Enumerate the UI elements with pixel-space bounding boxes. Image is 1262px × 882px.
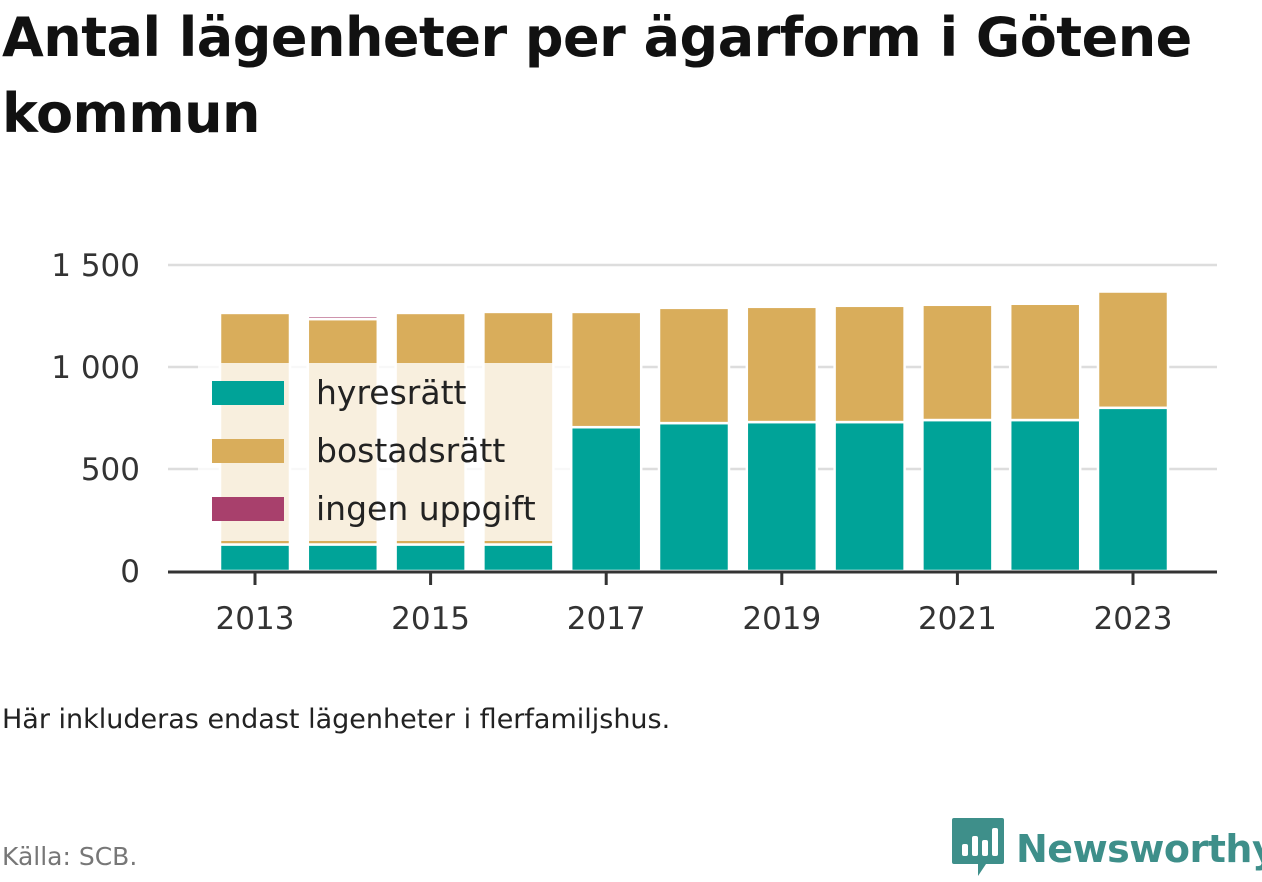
legend: hyresrätt bostadsrätt ingen uppgift	[198, 363, 570, 541]
bar-segment-2018-0	[657, 421, 731, 573]
bar-segment-2019-0	[745, 420, 819, 573]
legend-swatch	[212, 439, 284, 463]
bar-segment-2015-0	[394, 543, 467, 573]
legend-label: bostadsrätt	[316, 431, 505, 470]
x-tick-label: 2021	[918, 601, 997, 637]
x-tick-label: 2017	[567, 601, 646, 637]
source-text: Källa: SCB.	[2, 842, 138, 871]
bar-segment-2023-1	[1096, 290, 1170, 410]
brand-name: Newsworthy	[1016, 827, 1262, 871]
y-axis-tick-labels: 0 500 1 000 1 500	[51, 248, 140, 590]
bar-segment-2020-1	[833, 304, 906, 424]
y-tick-label: 1 500	[51, 248, 140, 284]
newsworthy-brand[interactable]: Newsworthy	[950, 818, 1262, 880]
legend-swatch	[212, 381, 284, 405]
bar-segment-2017-1	[569, 310, 643, 429]
bar-segment-2022-0	[1008, 418, 1082, 573]
bar-segment-2020-0	[833, 420, 906, 573]
bar-segment-2014-0	[306, 543, 380, 573]
y-tick-label: 500	[81, 452, 140, 488]
bar-segment-2018-1	[657, 306, 731, 425]
chart-note: Här inkluderas endast lägenheter i flerf…	[2, 704, 671, 735]
x-axis-ticks: 2013 2015 2017 2019 2021 2023	[216, 572, 1173, 637]
y-tick-label: 0	[120, 554, 140, 590]
bar-segment-2023-0	[1096, 406, 1170, 573]
bar-segment-2021-0	[921, 418, 994, 573]
x-tick-label: 2015	[391, 601, 470, 637]
bar-segment-2021-1	[921, 303, 994, 422]
bar-segment-2017-0	[569, 425, 643, 573]
x-tick-label: 2013	[216, 601, 295, 637]
newsworthy-logo-icon	[950, 816, 1006, 882]
chart-title: Antal lägenheter per ägarform i Götene k…	[2, 6, 1192, 145]
legend-label: hyresrätt	[316, 373, 467, 412]
x-tick-label: 2023	[1094, 601, 1173, 637]
bar-segment-2022-1	[1008, 302, 1082, 422]
x-tick-label: 2019	[742, 601, 821, 637]
bar-segment-2014-2	[306, 314, 380, 321]
bar-segment-2013-0	[218, 543, 292, 573]
legend-swatch	[212, 497, 284, 521]
legend-label: ingen uppgift	[316, 489, 536, 528]
bar-segment-2019-1	[745, 305, 819, 424]
bar-segment-2016-0	[482, 543, 555, 573]
y-tick-label: 1 000	[51, 350, 140, 386]
